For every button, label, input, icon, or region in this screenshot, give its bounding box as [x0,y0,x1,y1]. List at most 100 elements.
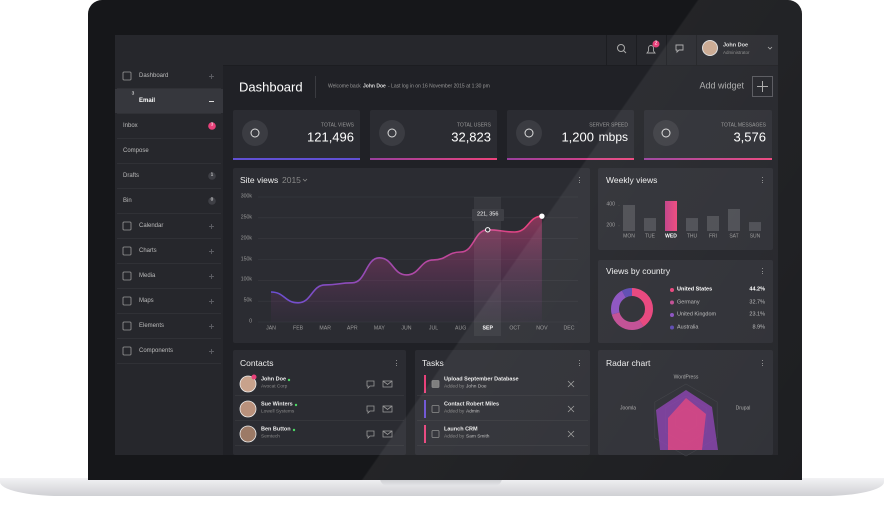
more-menu-dot[interactable] [579,360,581,362]
more-menu-dot[interactable] [579,182,581,184]
expand-toggle[interactable] [209,323,214,329]
x-tick-label: MAY [373,325,385,332]
menu-item[interactable]: Email [139,98,156,104]
tooltip-text: 221, 356 [477,211,499,218]
expand-toggle[interactable] [209,348,214,354]
menu-separator [117,313,221,314]
stat-label: TOTAL MESSAGES [721,122,766,129]
menu-item[interactable]: Inbox [123,123,138,129]
welcome-user: John Doe [363,83,386,90]
more-menu-dot[interactable] [762,182,764,184]
year-selector[interactable]: 2015 [282,174,301,185]
task-owner: Admin [466,409,480,415]
notification-count[interactable]: 2 [654,40,658,47]
y-tick-label: 200k [240,235,252,242]
stat-value: 3,576 [733,129,766,145]
row-separator [417,445,588,446]
menu-item[interactable]: Components [139,348,174,354]
more-menu-dot[interactable] [762,177,764,179]
more-menu-dot[interactable] [762,360,764,362]
user-name[interactable]: John Doe [723,42,749,49]
stat-unit: mbps [598,130,628,144]
x-tick-label: SEP [482,325,493,332]
stat-label: TOTAL USERS [456,122,491,129]
menu-badge-count: 3 [131,91,135,97]
panel [233,350,406,455]
y-tick-label: 100k [240,276,252,283]
more-menu-dot[interactable] [579,177,581,179]
menu-item[interactable]: Drafts [123,173,140,179]
menu-item[interactable]: Media [139,273,156,279]
last-login: - Last log in on 16 November 2015 at 1:3… [388,83,490,90]
add-widget-button[interactable]: Add widget [699,80,744,91]
contact-company: Avocat Corp [261,384,288,390]
more-menu-dot[interactable] [396,362,398,364]
task-title[interactable]: Launch CRM [444,426,478,433]
legend-label: Australia [677,323,699,330]
value-label: 23.1% [749,311,765,318]
expand-toggle[interactable] [209,223,214,229]
collapse-toggle[interactable] [209,99,214,104]
menu-separator [117,263,221,264]
menu-item[interactable]: Maps [139,298,154,304]
more-menu-dot[interactable] [396,365,398,367]
more-menu-dot[interactable] [579,179,581,181]
menu-badge-count: 1 [210,172,214,178]
task-title[interactable]: Upload September Database [444,376,519,383]
menu-item[interactable]: Elements [139,323,165,329]
contact-name[interactable]: John Doe [261,376,287,383]
contact-name[interactable]: Ben Button [261,426,291,433]
legend-label: United States [677,286,713,293]
radar-axis-label: WordPress [673,374,699,381]
more-menu-dot[interactable] [762,179,764,181]
contact-name[interactable]: Sue Winters [261,401,293,408]
menu-separator [117,113,221,114]
x-tick-label: JUN [401,325,412,332]
menu-item[interactable]: Compose [123,148,149,154]
more-menu-dot[interactable] [762,362,764,364]
menu-item[interactable]: Dashboard [139,73,169,79]
x-tick-label: AUG [455,325,467,332]
more-menu-dot[interactable] [762,273,764,275]
more-menu-dot[interactable] [762,268,764,270]
row-separator [235,420,404,421]
tooltip [471,208,504,221]
menu-separator [117,288,221,289]
task-title[interactable]: Contact Robert Miles [444,401,500,408]
expand-toggle[interactable] [209,273,214,279]
stat-value: 121,496 [307,129,354,145]
task-priority-bar [424,425,426,443]
menu-separator [117,88,221,89]
more-menu-dot[interactable] [762,270,764,272]
x-tick-label: WED [665,233,677,240]
panel-title: Views by country [606,265,671,276]
expand-toggle[interactable] [209,298,214,304]
value-label: 8.9% [752,323,765,330]
contact-company: Lowell Systems [261,409,295,415]
task-owner: John Doe [466,384,487,390]
more-menu-dot[interactable] [396,360,398,362]
menu-item[interactable]: Charts [139,248,157,254]
radar-axis-label: Drupal [735,405,751,412]
expand-toggle[interactable] [209,73,214,79]
expand-toggle[interactable] [209,248,214,254]
more-menu-dot[interactable] [579,365,581,367]
menu-item[interactable]: Bin [123,198,132,204]
more-menu-dot[interactable] [579,362,581,364]
radar-axis-label: Joomla [619,405,637,412]
panel-title: Tasks [422,357,444,368]
sidebar [115,65,223,455]
x-tick-label: MON [623,233,635,240]
y-tick-label: 400 [606,201,615,208]
active-menu-item [115,89,223,113]
stat-value: 1,200 [561,129,594,145]
value-label: 44.2% [749,286,765,293]
more-menu-dot[interactable] [762,365,764,367]
panel-title: Weekly views [606,174,658,185]
add-widget-box[interactable] [752,76,773,97]
y-tick-label: 200 [606,222,615,229]
menu-item[interactable]: Calendar [139,223,164,229]
x-tick-label: FRI [708,233,718,240]
x-tick-label: OCT [509,325,521,332]
